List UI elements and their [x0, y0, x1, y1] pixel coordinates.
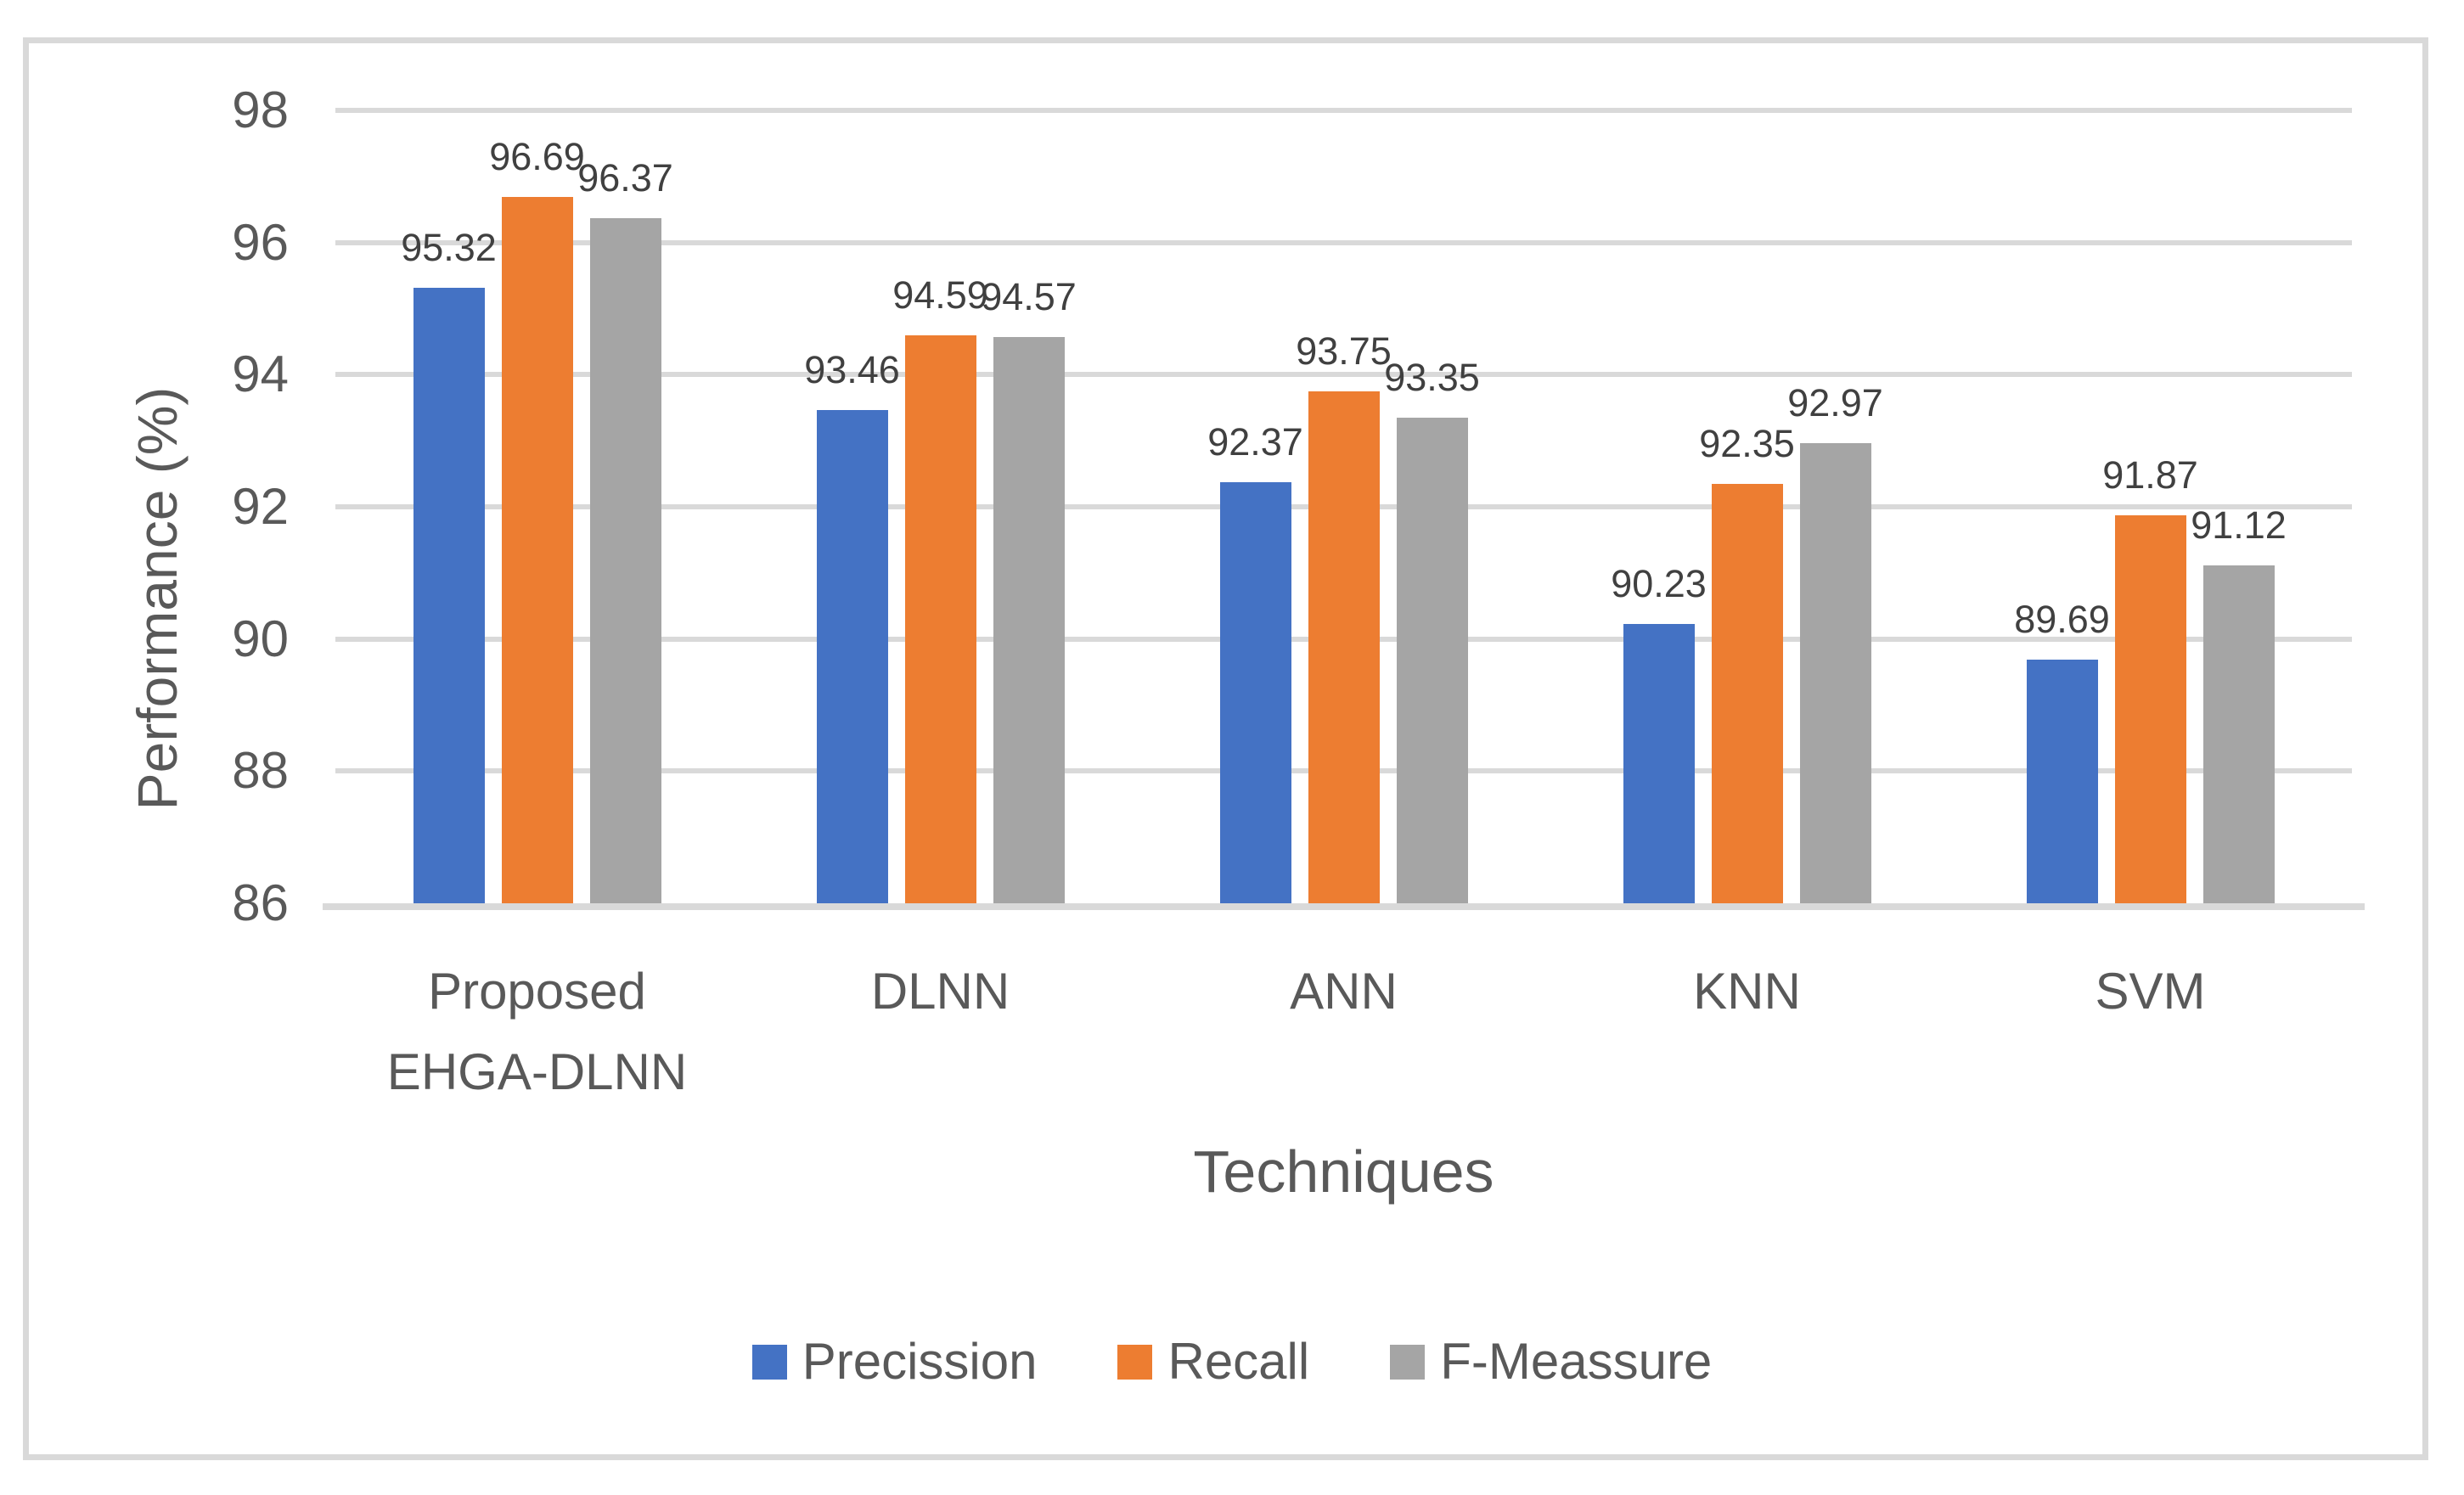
gridline — [335, 239, 2352, 245]
category-label: DLNN — [870, 963, 1010, 1020]
bar-value-label: 94.59 — [892, 273, 988, 318]
legend-label: Precission — [802, 1333, 1038, 1390]
bar-f-meassure-3 — [1396, 417, 1468, 903]
bar-value-label: 90.23 — [1611, 561, 1707, 605]
bar-value-label: 92.35 — [1699, 421, 1795, 465]
legend: Precission Recall F-Meassure — [0, 1331, 2464, 1392]
bar-f-meassure-5 — [2202, 565, 2275, 903]
legend-swatch-icon — [1117, 1344, 1153, 1380]
gridline — [335, 108, 2352, 113]
y-tick-label: 94 — [232, 346, 289, 403]
bar-precission-5 — [2026, 659, 2098, 903]
y-tick-label: 88 — [232, 742, 289, 800]
legend-swatch-icon — [1390, 1344, 1426, 1380]
bar-value-label: 93.46 — [804, 348, 900, 392]
bar-value-label: 94.57 — [981, 274, 1077, 318]
bar-precission-1 — [413, 287, 485, 903]
x-axis-title: Techniques — [1193, 1138, 1494, 1205]
gridline — [335, 372, 2352, 378]
y-tick-label: 92 — [232, 478, 289, 535]
bar-value-label: 95.32 — [401, 225, 497, 269]
category-label: KNN — [1693, 963, 1801, 1020]
bar-recall-2 — [904, 335, 976, 903]
bar-value-label: 93.75 — [1296, 329, 1392, 373]
y-tick-label: 86 — [232, 874, 289, 931]
bar-value-label: 93.35 — [1384, 355, 1480, 399]
bar-recall-3 — [1308, 391, 1380, 903]
chart-frame — [23, 37, 2428, 1460]
bar-precission-4 — [1623, 623, 1695, 903]
bar-precission-2 — [816, 410, 888, 903]
legend-swatch-icon — [751, 1344, 787, 1380]
bar-value-label: 89.69 — [2014, 597, 2110, 641]
y-tick-label: 90 — [232, 610, 289, 667]
bar-value-label: 96.37 — [577, 155, 673, 200]
bar-f-meassure-2 — [993, 336, 1065, 903]
bar-value-label: 96.69 — [489, 134, 585, 178]
bar-value-label: 91.87 — [2102, 453, 2198, 497]
y-tick-label: 96 — [232, 213, 289, 271]
bar-precission-3 — [1219, 482, 1291, 903]
category-label: SVM — [2095, 963, 2206, 1020]
bar-value-label: 92.37 — [1207, 420, 1303, 464]
category-label: ANN — [1290, 963, 1398, 1020]
bar-recall-1 — [501, 196, 573, 903]
legend-item-recall: Recall — [1117, 1331, 1309, 1392]
plot-area: 95.32 96.69 96.37 93.46 94.59 94.57 92.37 93.75… — [323, 108, 2365, 910]
bar-recall-5 — [2114, 515, 2186, 903]
bar-recall-4 — [1711, 483, 1783, 903]
category-label: Proposed EHGA-DLNN — [386, 963, 688, 1100]
bar-f-meassure-4 — [1799, 442, 1871, 903]
legend-item-precission: Precission — [751, 1331, 1038, 1392]
bar-value-label: 91.12 — [2191, 503, 2287, 547]
legend-label: Recall — [1167, 1333, 1310, 1390]
y-tick-label: 98 — [232, 81, 289, 138]
bar-f-meassure-1 — [589, 217, 661, 903]
x-axis-line — [323, 903, 2365, 910]
legend-label: F-Meassure — [1440, 1333, 1713, 1390]
bar-value-label: 92.97 — [1787, 380, 1883, 424]
y-axis-title: Performance (%) — [126, 386, 188, 811]
legend-item-f-meassure: F-Meassure — [1390, 1331, 1712, 1392]
